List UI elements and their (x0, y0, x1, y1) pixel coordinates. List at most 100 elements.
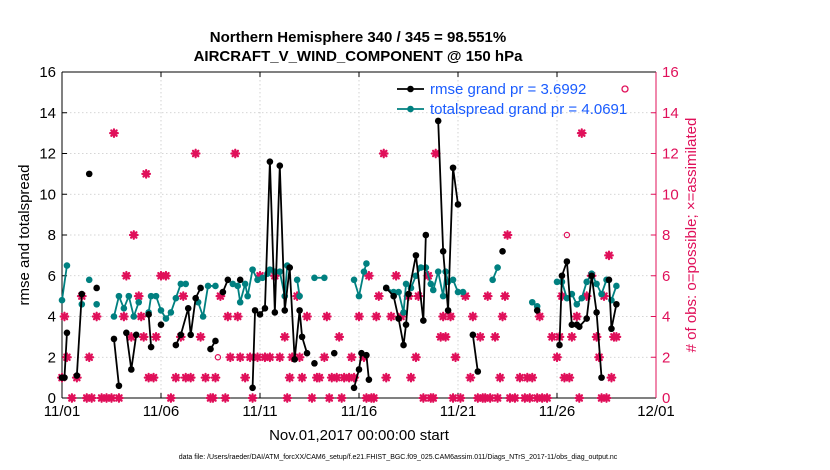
obs-assimilated-marker (576, 128, 587, 139)
totalspread-point (199, 313, 207, 320)
rmse-point (177, 331, 185, 339)
obs-assimilated-marker (604, 250, 614, 261)
rmse-point (236, 276, 244, 284)
totalspread-point (244, 292, 251, 300)
obs-assimilated-marker (252, 352, 263, 363)
obs-assimilated-marker (490, 331, 501, 342)
totalspread-point (254, 276, 261, 284)
obs-assimilated-marker (109, 128, 119, 139)
obs-assimilated-stroke (107, 394, 116, 402)
totalspread-line (353, 263, 368, 297)
obs-assimilated-marker (302, 311, 312, 322)
obs-assimilated-marker (373, 291, 384, 302)
totalspread-point (296, 292, 303, 300)
obs-assimilated-stroke (350, 373, 358, 382)
obs-assimilated-marker (247, 393, 258, 403)
rmse-point (172, 341, 180, 349)
totalspread-point (613, 282, 620, 290)
obs-assimilated-stroke (211, 373, 220, 382)
obs-assimilated-stroke (231, 149, 240, 158)
obs-assimilated-stroke (115, 394, 123, 402)
rmse-point (598, 374, 605, 381)
obs-assimilated-marker (482, 291, 493, 302)
rmse-point (281, 307, 289, 314)
obs-assimilated-marker (190, 148, 201, 159)
rmse-point (73, 372, 81, 379)
obs-assimilated-stroke (209, 394, 217, 402)
obs-assimilated-marker (428, 393, 439, 403)
obs-assimilated-marker (91, 311, 102, 322)
legend: rmse grand pr = 3.6992 totalspread grand … (397, 81, 629, 118)
rmse-point (192, 294, 199, 302)
totalspread-point (249, 266, 256, 273)
obs-assimilated-marker (133, 291, 144, 302)
rmse-point (251, 307, 259, 314)
y-tick-label-right: 12 (662, 146, 679, 163)
obs-assimilated-stroke (602, 394, 611, 402)
totalspread-point (120, 305, 128, 312)
y-axis-right: 0 2 4 6 8 10 12 14 16 (651, 64, 679, 407)
obs-assimilated-stroke (496, 373, 504, 382)
chart-title-line1: Northern Hemisphere 340 / 345 = 98.551% (210, 29, 506, 46)
y-tick-label-right: 14 (662, 105, 679, 122)
obs-assimilated-stroke (320, 353, 329, 362)
rmse-point (266, 158, 274, 165)
obs-assimilated-stroke (483, 292, 492, 300)
obs-assimilated-marker (611, 331, 622, 342)
y-tick-label-left: 16 (39, 64, 56, 81)
totalspread-point (110, 313, 118, 320)
obs-assimilated-stroke (451, 353, 460, 362)
rmse-point (110, 335, 118, 343)
obs-assimilated-stroke (134, 292, 143, 300)
totalspread-point (167, 309, 175, 316)
obs-assimilated-stroke (382, 373, 391, 382)
obs-assimilated-marker (334, 331, 345, 342)
obs-assimilated-stroke (387, 312, 395, 321)
totalspread-point (489, 276, 496, 284)
rmse-point (187, 331, 194, 339)
obs-assimilated-marker (534, 311, 545, 322)
obs-assimilated-stroke (528, 373, 537, 382)
obs-assimilated-marker (230, 148, 241, 159)
obs-assimilated-marker (170, 372, 181, 383)
rmse-point (261, 305, 269, 312)
rmse-point (395, 315, 402, 322)
obs-assimilated-stroke (407, 373, 415, 382)
obs-assimilated-marker (240, 372, 251, 383)
y-tick-label-right: 8 (662, 227, 670, 244)
obs-assimilated-marker (210, 372, 221, 383)
rmse-point (444, 307, 452, 314)
obs-assimilated-marker (500, 291, 510, 302)
obs-assimilated-stroke (335, 333, 343, 341)
totalspread-point (528, 298, 536, 306)
totalspread-point (157, 307, 165, 314)
y-tick-label-right: 16 (662, 64, 679, 81)
obs-assimilated-marker (284, 372, 295, 383)
obs-assimilated-series (57, 128, 622, 403)
rmse-line (471, 334, 479, 372)
obs-assimilated-stroke (246, 353, 254, 362)
obs-assimilated-stroke (577, 129, 586, 137)
obs-assimilated-stroke (568, 333, 576, 341)
obs-assimilated-marker (364, 270, 374, 281)
obs-assimilated-marker (502, 230, 513, 240)
legend-rmse-label: rmse grand pr = 3.6992 (430, 81, 586, 98)
y-tick-label-left: 14 (39, 105, 56, 122)
obs-assimilated-stroke (186, 373, 195, 382)
obs-assimilated-marker (225, 352, 236, 363)
obs-assimilated-stroke (372, 312, 381, 321)
x-tick-label: 11/06 (143, 403, 179, 420)
totalspread-point (259, 274, 266, 282)
totalspread-point (229, 280, 237, 288)
obs-assimilated-stroke (266, 353, 274, 362)
obs-possible-series (214, 231, 571, 361)
obs-assimilated-stroke (511, 394, 519, 402)
totalspread-point (135, 298, 143, 306)
rmse-point (533, 307, 541, 314)
obs-assimilated-stroke (412, 353, 420, 362)
rmse-point (474, 368, 482, 375)
y-tick-label-right: 0 (662, 390, 670, 407)
obs-assimilated-stroke (233, 312, 242, 321)
obs-assimilated-marker (161, 270, 171, 281)
totalspread-point (494, 264, 501, 271)
